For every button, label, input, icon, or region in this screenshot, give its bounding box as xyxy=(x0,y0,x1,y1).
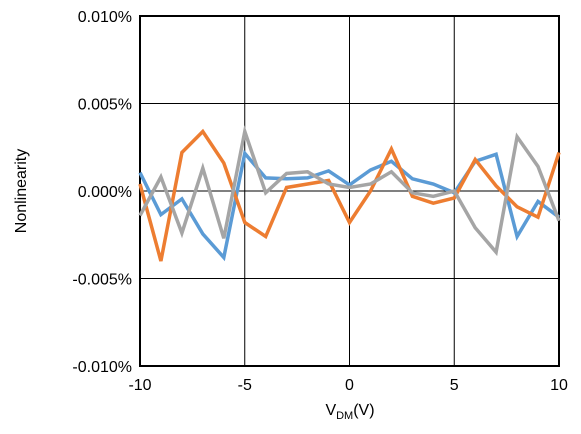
x-tick-label: 10 xyxy=(550,377,568,394)
x-axis-title-suffix: (V) xyxy=(353,402,374,419)
x-axis-tick-labels: -10 -5 0 5 10 xyxy=(128,377,568,394)
y-tick-label: 0.005% xyxy=(78,97,132,114)
grid-lines xyxy=(139,15,560,367)
x-axis-title: VDM(V) xyxy=(325,402,374,422)
y-tick-label: -0.010% xyxy=(72,359,132,376)
series-line-2 xyxy=(138,128,561,262)
x-axis-title-main: V xyxy=(325,402,336,419)
y-tick-label: -0.005% xyxy=(72,272,132,289)
x-tick-label: -5 xyxy=(238,377,252,394)
series-line-3 xyxy=(138,124,561,257)
x-tick-label: -10 xyxy=(128,377,151,394)
y-axis-tick-labels: 0.010% 0.005% 0.000% -0.005% -0.010% xyxy=(72,9,132,376)
plot-area-border xyxy=(139,15,560,367)
y-axis-title: Nonlinearity xyxy=(13,149,30,233)
x-axis-title-subscript: DM xyxy=(336,410,353,422)
x-tick-label: 5 xyxy=(450,377,459,394)
y-tick-label: 0.010% xyxy=(78,9,132,26)
x-tick-label: 0 xyxy=(345,377,354,394)
series-line-1 xyxy=(138,149,561,262)
y-tick-label: 0.000% xyxy=(78,184,132,201)
series-layer xyxy=(138,124,561,262)
